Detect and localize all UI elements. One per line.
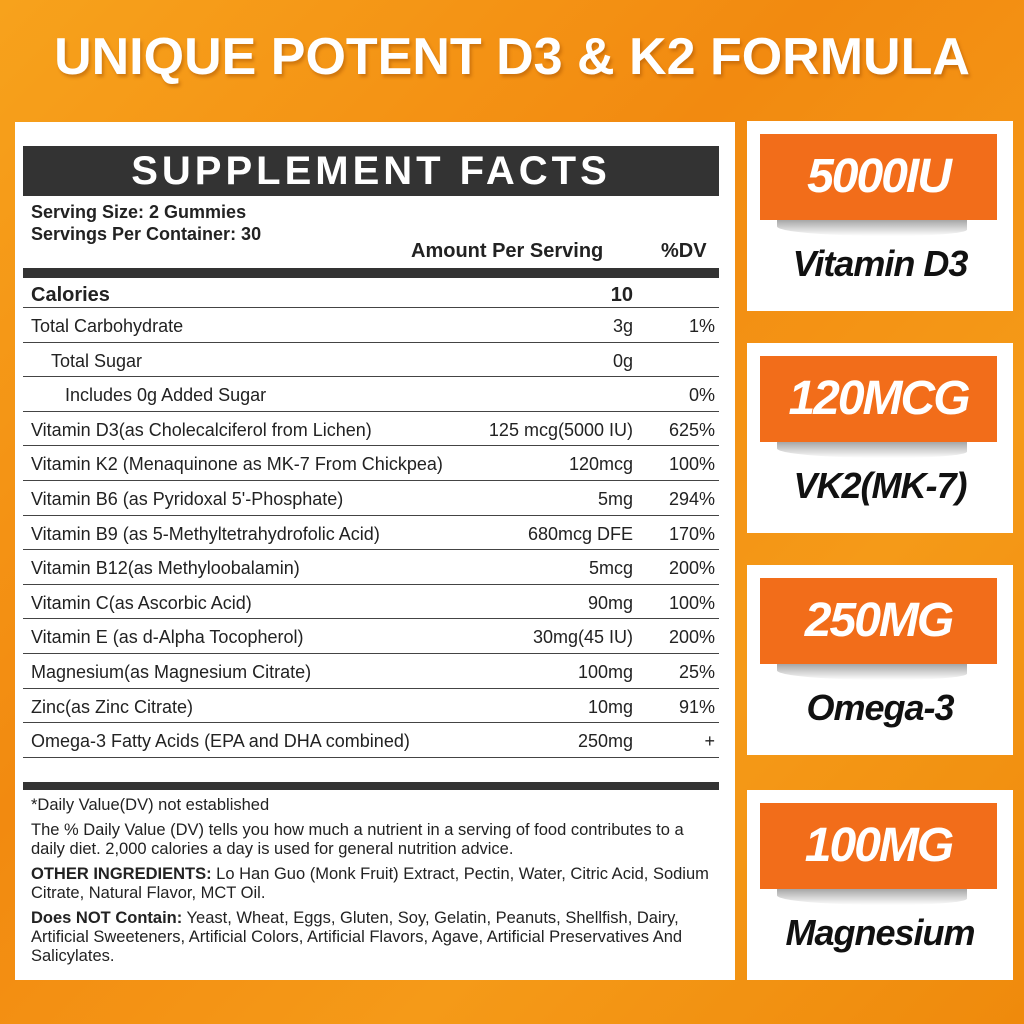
facts-row-dv: 91% (678, 696, 715, 717)
does-not-contain: Does NOT Contain: Yeast, Wheat, Eggs, Gl… (31, 909, 721, 966)
card-amount: 120MCG (760, 356, 997, 442)
facts-title: SUPPLEMENT FACTS (23, 146, 719, 196)
footnotes: *Daily Value(DV) not established The % D… (31, 796, 721, 972)
facts-row-name: Total Carbohydrate (31, 316, 184, 336)
facts-row: Magnesium(as Magnesium Citrate) 100mg 25% (23, 654, 719, 689)
facts-row: Includes 0g Added Sugar 0% (23, 377, 719, 412)
servings-per-container: Servings Per Container: 30 (31, 224, 262, 244)
does-not-contain-text: Yeast, Wheat, Eggs, Gluten, Soy, Gelatin… (31, 909, 683, 965)
facts-row-amount: 10 (610, 284, 633, 306)
card-amount: 250MG (760, 578, 997, 664)
does-not-contain-label: Does NOT Contain: (31, 909, 183, 927)
facts-row-dv: 294% (668, 488, 715, 509)
facts-row: Vitamin D3(as Cholecalciferol from Liche… (23, 412, 719, 447)
facts-row-name: Omega-3 Fatty Acids (EPA and DHA combine… (31, 731, 410, 752)
facts-row-dv: 100% (668, 592, 715, 613)
highlight-card: 100MG Magnesium (747, 790, 1013, 980)
dv-note: *Daily Value(DV) not established (31, 796, 270, 814)
card-label: VK2(MK-7) (793, 465, 967, 506)
shadow-decoration (777, 220, 967, 236)
card-label: Magnesium (785, 912, 975, 953)
facts-row-name: Vitamin C(as Ascorbic Acid) (31, 592, 252, 613)
facts-row-name: Vitamin B9 (as 5-Methyltetrahydrofolic A… (31, 523, 380, 544)
facts-row-dv: 170% (668, 523, 715, 544)
facts-row: Zinc(as Zinc Citrate) 10mg 91% (23, 689, 719, 724)
facts-row-dv: 100% (668, 454, 715, 475)
facts-row-amount: 250mg (577, 731, 633, 752)
shadow-decoration (777, 889, 967, 905)
card-label: Vitamin D3 (792, 243, 969, 284)
card-label: Omega-3 (806, 687, 954, 728)
facts-row-dv: 200% (668, 558, 715, 579)
facts-row-name: Total Sugar (51, 350, 143, 371)
facts-row-amount: 125 mcg(5000 IU) (488, 419, 633, 440)
facts-row-dv: 25% (678, 661, 715, 682)
facts-row-name: Zinc(as Zinc Citrate) (31, 696, 194, 717)
highlight-card: 5000IU Vitamin D3 (747, 121, 1013, 311)
headline: UNIQUE POTENT D3 & K2 FORMULA (54, 28, 970, 86)
facts-row: Vitamin K2 (Menaquinone as MK-7 From Chi… (23, 446, 719, 481)
other-ingredients-label: OTHER INGREDIENTS: (31, 865, 212, 883)
facts-row: Total Sugar 0g (23, 343, 719, 378)
other-ingredients: OTHER INGREDIENTS: Lo Han Guo (Monk Frui… (31, 865, 721, 903)
highlight-card: 120MCG VK2(MK-7) (747, 343, 1013, 533)
facts-row-dv: 1% (688, 316, 715, 336)
facts-row-name: Calories (31, 284, 110, 306)
facts-row: Vitamin B6 (as Pyridoxal 5'-Phosphate) 5m… (23, 481, 719, 516)
facts-row-dv: 0% (688, 385, 715, 406)
facts-row-amount: 5mg (597, 488, 633, 509)
facts-row-amount: 100mg (577, 661, 633, 682)
facts-row-name: Vitamin E (as d-Alpha Tocopherol) (31, 627, 304, 648)
facts-row-amount: 10mg (587, 696, 633, 717)
facts-row-name: Magnesium(as Magnesium Citrate) (31, 661, 312, 682)
facts-row-dv: 200% (668, 627, 715, 648)
facts-row: Omega-3 Fatty Acids (EPA and DHA combine… (23, 723, 719, 758)
facts-row-name: Vitamin B6 (as Pyridoxal 5'-Phosphate) (31, 488, 344, 509)
card-amount: 5000IU (760, 134, 997, 220)
card-amount: 100MG (760, 803, 997, 889)
shadow-decoration (777, 442, 967, 458)
facts-table: Calories 10 Total Carbohydrate 3g 1% Total Su… (23, 278, 719, 758)
facts-row-name: Vitamin K2 (Menaquinone as MK-7 From Chi… (31, 454, 443, 475)
shadow-decoration (777, 664, 967, 680)
facts-row: Vitamin C(as Ascorbic Acid) 90mg 100% (23, 585, 719, 620)
facts-row: Vitamin B12(as Methyloobalamin) 5mcg 200% (23, 550, 719, 585)
facts-row-amount: 0g (612, 350, 633, 371)
divider (23, 268, 719, 278)
facts-row-amount: 120mcg (568, 454, 633, 475)
facts-row: Vitamin E (as d-Alpha Tocopherol) 30mg(45… (23, 619, 719, 654)
facts-row: Calories 10 (23, 278, 719, 308)
facts-row-dv: 625% (668, 419, 715, 440)
dv-header: %DV (661, 240, 707, 262)
facts-row-dv: + (704, 731, 715, 752)
facts-row-name: Vitamin D3(as Cholecalciferol from Liche… (31, 419, 372, 440)
facts-row-name: Includes 0g Added Sugar (65, 385, 267, 406)
facts-row-amount: 90mg (587, 592, 633, 613)
supplement-facts-panel: SUPPLEMENT FACTS Serving Size: 2 Gummies… (15, 122, 735, 980)
facts-row-amount: 5mcg (588, 558, 633, 579)
facts-row: Vitamin B9 (as 5-Methyltetrahydrofolic A… (23, 516, 719, 551)
facts-row-amount: 680mcg DFE (527, 523, 633, 544)
serving-size: Serving Size: 2 Gummies (31, 202, 247, 222)
amount-header: Amount Per Serving (411, 240, 604, 262)
dv-explain: The % Daily Value (DV) tells you how muc… (31, 821, 684, 858)
facts-row-name: Vitamin B12(as Methyloobalamin) (31, 558, 300, 579)
facts-row-amount: 3g (612, 316, 633, 336)
other-ingredients-text: Lo Han Guo (Monk Fruit) Extract, Pectin,… (31, 865, 709, 902)
facts-row: Total Carbohydrate 3g 1% (23, 308, 719, 343)
divider (23, 782, 719, 790)
facts-row-amount: 30mg(45 IU) (532, 627, 633, 648)
highlight-card: 250MG Omega-3 (747, 565, 1013, 755)
